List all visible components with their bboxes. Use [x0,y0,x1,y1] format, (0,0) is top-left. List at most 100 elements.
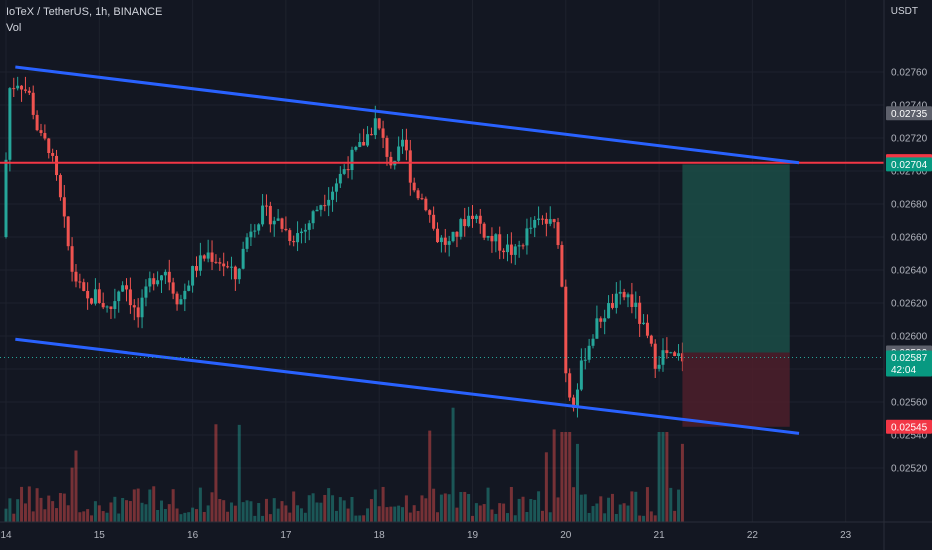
y-tick-label: 0.02560 [891,398,928,409]
volume-bar [132,489,136,522]
volume-bar [560,432,564,522]
volume-bar [575,443,579,522]
candle-body [653,343,657,369]
candle-body [467,215,471,227]
volume-bar [595,503,599,522]
candle-body [673,352,677,357]
volume-bar [245,500,249,522]
price-badges: 0.027350.027050.027040.025900.0258742:04… [886,106,932,434]
volume-bar [630,491,634,522]
candle-body [82,282,86,291]
volume-bar [249,501,253,522]
y-tick-label: 0.02760 [891,68,928,79]
candle-body [533,219,537,228]
candle-body [350,149,354,171]
candle-body [478,215,482,224]
volume-series [4,407,684,522]
volume-bar [401,507,405,522]
candle-body [214,261,218,263]
candle-body [665,350,669,354]
volume-bar [642,515,646,522]
volume-bar [412,505,416,522]
volume-bar [471,515,474,522]
candle-body [35,114,39,131]
price-badge-target [886,157,932,172]
volume-bar [556,497,560,522]
volume-bar [97,505,101,522]
candle-body [494,234,498,242]
volume-bar [109,502,113,522]
candle-body [451,231,455,242]
volume-bar [43,509,47,522]
volume-bar [121,497,125,522]
candle-body [334,183,338,192]
price-scale [884,0,932,550]
candle-body [603,318,607,322]
candle-body [439,237,443,243]
candle-body [564,286,568,374]
volume-bar [587,512,591,522]
candle-body [264,205,268,207]
volume-bar [272,498,276,522]
volume-bar [280,501,284,522]
volume-bar [268,514,272,522]
candle-body [148,278,152,287]
y-tick-label: 0.02700 [891,167,928,178]
candle-body [455,231,459,237]
candle-body [490,235,494,242]
volume-bar [202,511,206,522]
volume-bar [525,511,529,522]
volume-bar [645,487,649,522]
volume-bar [334,510,338,522]
symbol-title[interactable]: IoTeX / TetherUS, 1h, BINANCE [6,6,163,18]
candle-body [128,289,132,306]
volume-bar [397,505,401,522]
volume-bar [548,512,552,522]
volume-indicator-label[interactable]: Vol [6,22,22,34]
volume-bar [194,509,198,522]
volume-bar [144,504,148,522]
volume-bar [544,452,548,522]
volume-bar [125,500,129,522]
volume-bar [261,515,265,522]
candle-body [229,266,233,268]
candle-body [502,250,506,253]
volume-bar [358,515,362,522]
volume-bar [463,491,467,522]
volume-bar [148,489,152,522]
x-tick-label: 18 [374,530,386,541]
volume-bar [323,494,327,522]
candle-body [101,302,105,308]
candle-body [525,228,529,246]
volume-bar [513,515,517,522]
volume-bar [381,486,385,522]
candle-body [404,139,408,151]
volume-bar [614,513,618,522]
volume-bar [622,503,626,522]
volume-bar [509,486,513,522]
volume-bar [486,487,490,522]
volume-bar [117,513,121,522]
candle-body [218,262,222,264]
candle-body [245,237,249,249]
price-badge-label: 0.02735 [891,109,928,120]
candle-body [459,219,463,237]
candle-body [661,350,665,365]
volume-bar [86,509,90,522]
candle-body [12,88,16,90]
bar-countdown-label: 42:04 [891,365,916,376]
candle-body [408,150,412,183]
volume-bar [653,515,657,522]
volume-bar [327,488,331,522]
candle-body [420,198,424,200]
y-tick-label: 0.02740 [891,101,928,112]
volume-bar [498,503,502,522]
candle-body [202,255,206,259]
candle-body [474,215,478,219]
volume-bar [408,512,412,522]
stop-zone [682,352,790,427]
candle-body [156,280,160,285]
volume-bar [603,513,607,522]
